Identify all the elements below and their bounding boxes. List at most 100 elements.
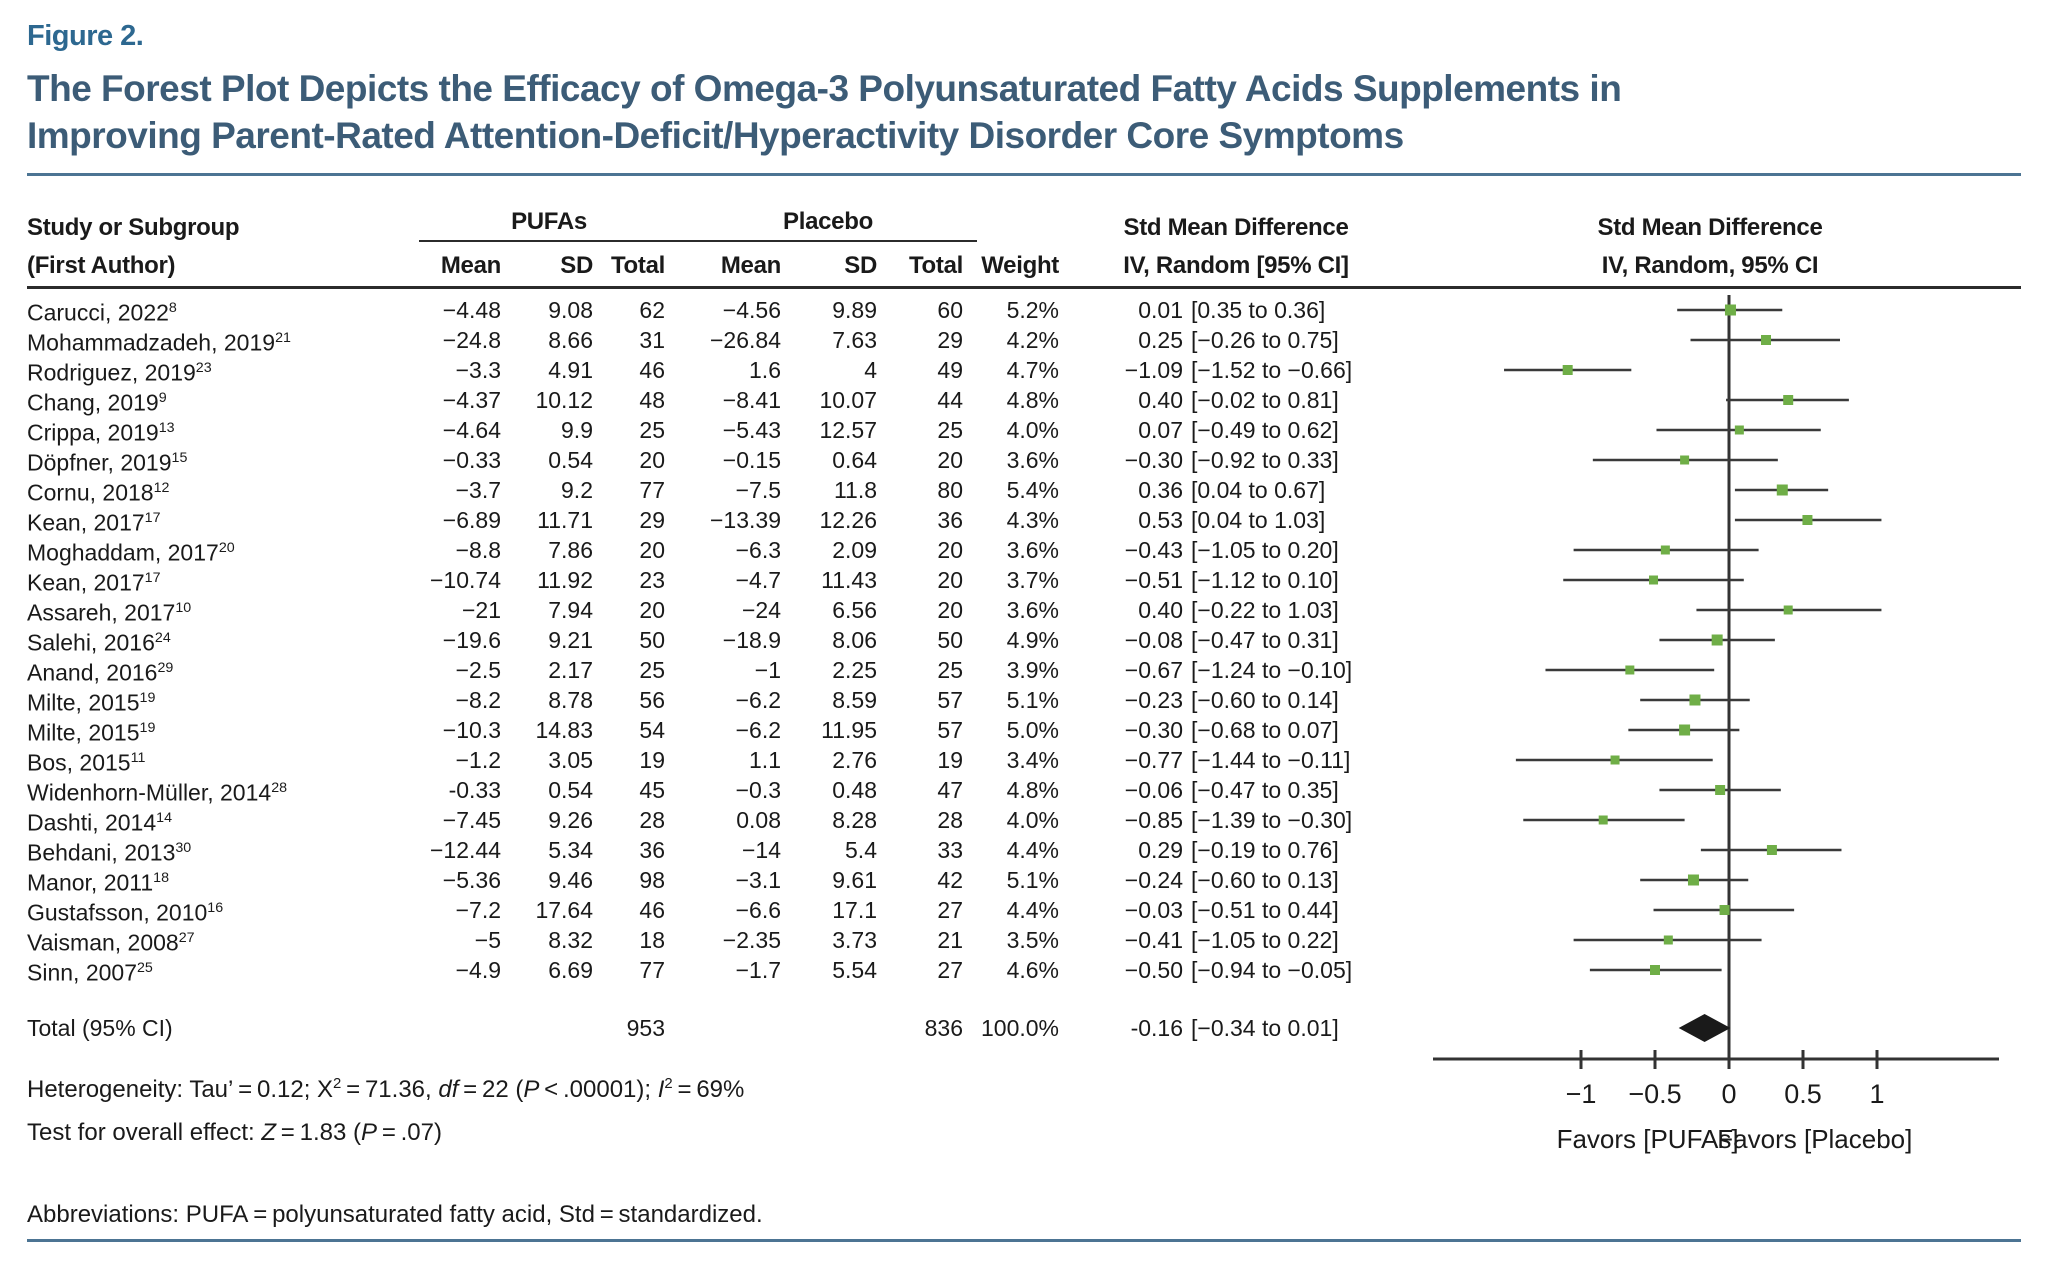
effect-value: −0.77 xyxy=(1124,747,1183,774)
pufa-sd: 6.69 xyxy=(548,957,593,984)
placebo-mean: −6.3 xyxy=(735,537,781,564)
smd-ci-text: 0.29 [−0.19 to 0.76] xyxy=(1073,835,1399,865)
placebo-total: 33 xyxy=(937,837,963,864)
tick-label: 1 xyxy=(1869,1079,1884,1109)
placebo-sd: 10.07 xyxy=(819,387,877,414)
pufa-sd: 8.66 xyxy=(548,327,593,354)
placebo-total: 57 xyxy=(937,687,963,714)
forest-plot-cell xyxy=(1399,385,2021,416)
tick-label: 0.5 xyxy=(1784,1079,1822,1109)
placebo-sd: 8.59 xyxy=(832,687,877,714)
pufa-mean: −4.9 xyxy=(455,957,501,984)
table-row: Widenhorn-Müller, 201428 -0.33 0.54 45 −0.3 0… xyxy=(27,773,2021,806)
smd-ci-text: −0.85 [−1.39 to −0.30] xyxy=(1073,805,1399,835)
table-row: Salehi, 201624 −19.6 9.21 50 −18.9 8.06 50 4.9%… xyxy=(27,623,2021,656)
summary-plot-cell xyxy=(1399,1009,2021,1047)
effect-value: −0.30 xyxy=(1124,717,1183,744)
study-label: Kean, 201717 xyxy=(27,509,161,536)
weight: 3.6% xyxy=(1006,447,1059,474)
smd-ci-text: −0.51 [−1.12 to 0.10] xyxy=(1073,565,1399,595)
tick-label: −0.5 xyxy=(1628,1079,1681,1109)
placebo-total: 50 xyxy=(937,627,963,654)
header-placebo-mean: Mean xyxy=(720,252,781,279)
title-rule xyxy=(27,173,2021,176)
header-study: Study or Subgroup xyxy=(27,214,240,241)
placebo-mean: −0.15 xyxy=(722,447,781,474)
effect-marker xyxy=(1715,785,1726,796)
weight: 3.9% xyxy=(1006,657,1059,684)
pufa-mean: −5 xyxy=(474,927,501,954)
effect-marker xyxy=(1649,575,1659,585)
ci-bracket: [−0.60 to 0.14] xyxy=(1191,687,1339,714)
pufa-total: 18 xyxy=(639,927,665,954)
study-label: Moghaddam, 201720 xyxy=(27,539,235,566)
placebo-total: 60 xyxy=(937,297,963,324)
smd-ci-text: −0.23 [−0.60 to 0.14] xyxy=(1073,685,1399,715)
forest-plot-cell xyxy=(1399,415,2021,446)
placebo-sd: 11.43 xyxy=(821,567,877,594)
pufa-sd: 9.2 xyxy=(561,477,593,504)
weight: 4.8% xyxy=(1006,777,1059,804)
weight: 4.4% xyxy=(1006,837,1059,864)
weight: 4.2% xyxy=(1006,327,1059,354)
placebo-total: 27 xyxy=(937,897,963,924)
pufa-sd: 9.26 xyxy=(548,807,593,834)
pufa-mean: −7.2 xyxy=(455,897,501,924)
pufa-sd: 10.12 xyxy=(535,387,593,414)
pufa-total: 31 xyxy=(639,327,665,354)
study-label: Vaisman, 200827 xyxy=(27,929,195,956)
pufa-sd: 17.64 xyxy=(535,897,593,924)
table-row: Carucci, 20228 −4.48 9.08 62 −4.56 9.89 60 5.2%… xyxy=(27,293,2021,326)
pufa-total: 20 xyxy=(639,597,665,624)
gap-cell xyxy=(891,983,977,1009)
study-label: Milte, 201519 xyxy=(27,719,156,746)
placebo-total: 25 xyxy=(937,657,963,684)
favors-right-label: Favors [Placebo] xyxy=(1717,1124,1912,1154)
effect-value: −0.50 xyxy=(1124,957,1183,984)
placebo-total: 29 xyxy=(937,327,963,354)
placebo-sd: 12.26 xyxy=(819,507,877,534)
effect-value: −0.23 xyxy=(1124,687,1183,714)
forest-plot-cell xyxy=(1399,805,2021,836)
placebo-mean: −26.84 xyxy=(710,327,781,354)
ci-bracket: [0.04 to 1.03] xyxy=(1191,507,1326,534)
header-weight: Weight xyxy=(981,252,1059,279)
pufa-total: 953 xyxy=(626,1015,665,1041)
placebo-mean: −13.39 xyxy=(710,507,781,534)
weight: 3.4% xyxy=(1006,747,1059,774)
ci-bracket: [−1.12 to 0.10] xyxy=(1191,567,1339,594)
weight: 4.9% xyxy=(1006,627,1059,654)
table-header-row1: Study or Subgroup PUFAs Placebo Std Mean… xyxy=(27,200,2021,242)
placebo-mean: −18.9 xyxy=(722,627,781,654)
study-label: Bos, 201511 xyxy=(27,749,146,776)
total-row: Total (95% CI) 953 836 100.0% -0.16 [−0.34 to… xyxy=(27,1009,2021,1047)
gap-cell xyxy=(1073,983,1399,1009)
table-row: Rodriguez, 201923 −3.3 4.91 46 1.6 4 49 4.7% −1.… xyxy=(27,353,2021,386)
pufa-mean: −1.2 xyxy=(455,747,501,774)
pufa-mean: −5.36 xyxy=(442,867,501,894)
placebo-mean: 1.1 xyxy=(749,747,781,774)
table-row: Vaisman, 200827 −5 8.32 18 −2.35 3.73 21 3.5% −0… xyxy=(27,923,2021,956)
header-placebo-sd: SD xyxy=(844,252,877,279)
pufa-sd: 8.78 xyxy=(548,687,593,714)
study-label: Salehi, 201624 xyxy=(27,629,171,656)
pufa-mean: −7.45 xyxy=(442,807,501,834)
pufa-sd: 9.46 xyxy=(548,867,593,894)
ci-bracket: [−1.52 to −0.66] xyxy=(1191,357,1353,384)
effect-marker xyxy=(1660,545,1670,555)
smd-ci-text: −0.03 [−0.51 to 0.44] xyxy=(1073,895,1399,925)
weight: 3.7% xyxy=(1006,567,1059,594)
placebo-total: 44 xyxy=(937,387,963,414)
placebo-mean: −7.5 xyxy=(735,477,781,504)
pufa-total: 29 xyxy=(639,507,665,534)
effect-marker xyxy=(1689,694,1701,706)
pufa-mean: −4.48 xyxy=(442,297,501,324)
pufa-total: 48 xyxy=(639,387,665,414)
effect-value: 0.40 xyxy=(1138,597,1183,624)
effect-value: -0.16 xyxy=(1130,1015,1183,1041)
header-group-placebo: Placebo xyxy=(679,208,977,242)
table-row: Anand, 201629 −2.5 2.17 25 −1 2.25 25 3.9% −0.67… xyxy=(27,653,2021,686)
effect-marker xyxy=(1679,724,1691,736)
placebo-mean: −6.6 xyxy=(735,897,781,924)
